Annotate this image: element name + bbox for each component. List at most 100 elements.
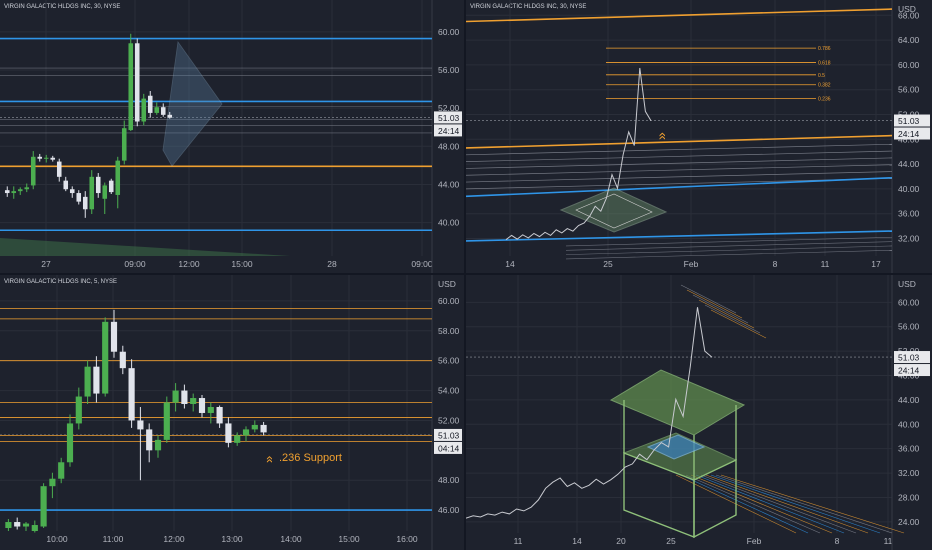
candle-body[interactable] (260, 424, 267, 433)
price-tag-text: 51.03 (438, 430, 460, 440)
candle-body[interactable] (137, 420, 144, 430)
candle-body[interactable] (11, 191, 17, 194)
y-tick-label: 32.00 (898, 234, 920, 244)
chart-title: VIRGIN GALACTIC HLDGS INC, 5, NYSE (4, 279, 118, 285)
channel-drawing[interactable] (162, 40, 223, 167)
chart-title: VIRGIN GALACTIC HLDGS INC, 30, NYSE (4, 4, 121, 10)
candle-body[interactable] (163, 402, 170, 440)
candle-body[interactable] (5, 522, 12, 529)
chart-svg: 60.00 56.00 52.00 48.00 44.00 40.00 27 09:00 12:… (0, 0, 462, 273)
candle-body[interactable] (14, 522, 21, 527)
3d-box-drawing[interactable] (609, 369, 746, 539)
x-tick-label: 20 (616, 536, 626, 546)
chart-pane-top-right[interactable]: VIRGIN GALACTIC HLDGS INC, 30, NYSE 68.0… (466, 0, 932, 273)
candle-body[interactable] (225, 423, 232, 443)
candle-body[interactable] (198, 398, 206, 413)
y-tick-label: 58.00 (438, 326, 460, 336)
candle-body[interactable] (115, 160, 121, 195)
diamond-pattern[interactable] (559, 187, 668, 233)
candle-body[interactable] (56, 161, 62, 177)
candle-body[interactable] (37, 156, 43, 159)
parallel-line (466, 150, 893, 162)
price-line[interactable] (505, 67, 652, 241)
candle-body[interactable] (141, 98, 147, 122)
candle-body[interactable] (146, 429, 153, 451)
trend-line[interactable] (466, 176, 893, 198)
candle-body[interactable] (128, 43, 134, 131)
countdown-tag-bg (894, 364, 930, 377)
candle-body[interactable] (172, 390, 179, 403)
candle-body[interactable] (242, 429, 250, 436)
candle-body[interactable] (134, 43, 140, 122)
candle-body[interactable] (17, 189, 23, 192)
candle-body[interactable] (207, 407, 214, 413)
x-tick-label: 11 (884, 536, 893, 546)
candle-body[interactable] (95, 176, 101, 194)
price-tag-bg (894, 351, 930, 364)
x-tick-label: 8 (835, 536, 840, 546)
countdown-tag: 24:14 (894, 364, 930, 377)
trend-line[interactable] (466, 8, 893, 23)
candle-body[interactable] (4, 190, 10, 194)
candle-body[interactable] (22, 523, 30, 527)
candle-body[interactable] (82, 196, 88, 210)
candle-body[interactable] (251, 424, 258, 430)
trend-line[interactable] (466, 134, 893, 149)
candle-body[interactable] (102, 321, 109, 394)
parallel-line (565, 249, 893, 260)
candle-body[interactable] (216, 407, 223, 424)
parallel-line (565, 245, 893, 255)
currency-label: USD (898, 4, 916, 14)
candle-body[interactable] (40, 486, 47, 527)
fan-line (704, 304, 761, 334)
x-tick-label: 11:00 (103, 534, 124, 544)
parallel-line (466, 143, 893, 156)
candle-body[interactable] (110, 321, 118, 352)
candle-body[interactable] (50, 157, 56, 160)
candle-body[interactable] (160, 107, 166, 115)
candle-body[interactable] (108, 180, 114, 193)
candle-body[interactable] (58, 462, 65, 479)
candle-body[interactable] (154, 439, 162, 451)
candles (4, 33, 173, 218)
candle-body[interactable] (89, 176, 95, 210)
candle-body[interactable] (181, 390, 188, 405)
up-arrow-icon: » (261, 456, 276, 463)
chart-pane-top-left[interactable]: VIRGIN GALACTIC HLDGS INC, 30, NYSE 60.0… (0, 0, 464, 273)
candle-body[interactable] (119, 351, 126, 369)
price-line[interactable] (466, 307, 713, 519)
chart-pane-bottom-left[interactable]: VIRGIN GALACTIC HLDGS INC, 5, NYSE 60.00… (0, 275, 464, 550)
up-arrow-icon: » (653, 132, 669, 140)
chart-pane-bottom-right[interactable]: 60.0056.0052.0048.0044.0040.0036.0032.00… (466, 275, 932, 550)
candle-body[interactable] (66, 423, 74, 463)
candle-body[interactable] (84, 366, 91, 397)
parallel-line (466, 164, 893, 176)
candle-body[interactable] (63, 180, 69, 190)
x-tick-label: 12:00 (178, 259, 200, 269)
candle-body[interactable] (121, 128, 127, 161)
price-tag: 51.03 (894, 114, 930, 127)
trend-line[interactable] (466, 230, 893, 242)
x-tick-label: 27 (41, 259, 51, 269)
candle-body[interactable] (128, 368, 135, 421)
candle-body[interactable] (31, 525, 38, 531)
x-tick-label: 11 (514, 536, 523, 546)
candle-body[interactable] (234, 435, 241, 443)
candle-body[interactable] (76, 193, 82, 202)
candle-body[interactable] (93, 366, 100, 394)
countdown-tag: 24:14 (894, 127, 930, 140)
candle-body[interactable] (49, 478, 56, 487)
candle-body[interactable] (147, 95, 153, 113)
candle-body[interactable] (24, 187, 30, 190)
candle-body[interactable] (190, 398, 197, 405)
candle-body[interactable] (154, 107, 160, 113)
candle-body[interactable] (30, 156, 36, 186)
x-tick-label: 14:00 (280, 534, 302, 544)
y-tick-label: 36.00 (898, 209, 920, 219)
candles (5, 309, 267, 533)
candle-body[interactable] (167, 114, 173, 118)
candle-body[interactable] (43, 157, 49, 159)
candle-body[interactable] (69, 189, 75, 194)
candle-body[interactable] (102, 185, 108, 199)
candle-body[interactable] (75, 396, 82, 424)
